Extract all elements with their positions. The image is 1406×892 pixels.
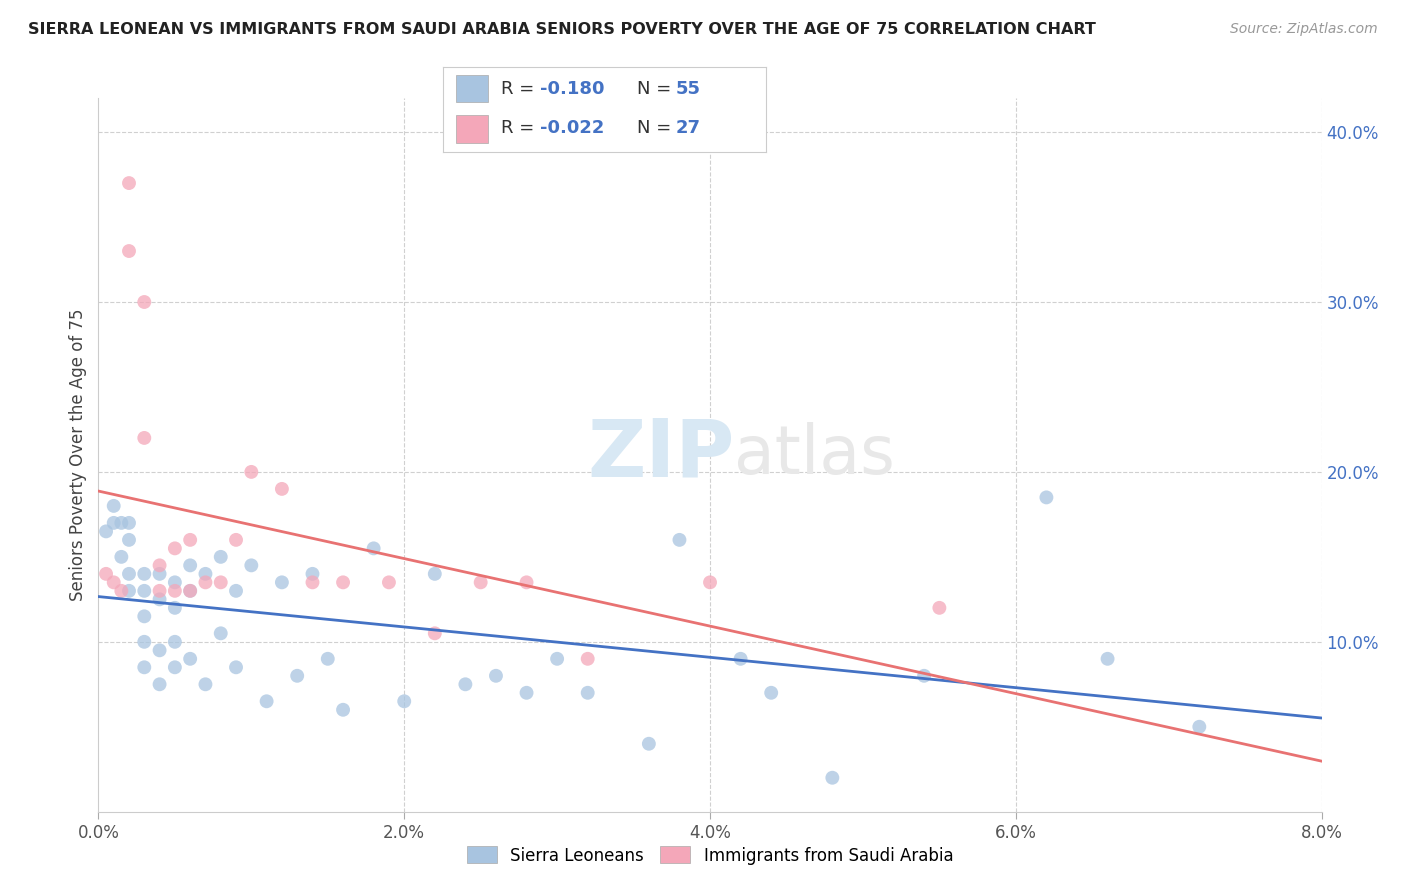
Point xyxy=(134,660,156,674)
Point xyxy=(118,176,141,190)
Point xyxy=(637,737,661,751)
Point xyxy=(332,703,354,717)
Point xyxy=(699,575,721,590)
Point xyxy=(179,558,201,573)
Point xyxy=(485,669,508,683)
Point xyxy=(179,583,201,598)
Point xyxy=(209,575,232,590)
Point xyxy=(134,566,156,581)
Point xyxy=(516,575,538,590)
Point xyxy=(821,771,844,785)
Point xyxy=(668,533,690,547)
Text: 27: 27 xyxy=(676,119,700,136)
Point xyxy=(209,626,232,640)
Point xyxy=(423,626,446,640)
Point xyxy=(301,575,323,590)
Point xyxy=(179,583,201,598)
Point xyxy=(194,575,217,590)
Point xyxy=(240,558,263,573)
Point xyxy=(194,677,217,691)
Point xyxy=(118,244,141,258)
Point xyxy=(103,516,125,530)
Text: 55: 55 xyxy=(676,80,700,98)
Point xyxy=(730,652,752,666)
Text: R =: R = xyxy=(501,80,540,98)
Point xyxy=(163,660,186,674)
Point xyxy=(134,583,156,598)
Point xyxy=(149,558,172,573)
Point xyxy=(225,660,247,674)
Point xyxy=(378,575,401,590)
Point xyxy=(163,541,186,556)
Point xyxy=(240,465,263,479)
Point xyxy=(576,652,599,666)
Point xyxy=(134,635,156,649)
Point xyxy=(194,566,217,581)
Point xyxy=(1035,491,1057,505)
Point xyxy=(516,686,538,700)
Point xyxy=(118,566,141,581)
Point xyxy=(134,295,156,310)
Point xyxy=(110,516,132,530)
Point xyxy=(103,499,125,513)
Text: ZIP: ZIP xyxy=(588,416,734,494)
Point xyxy=(118,583,141,598)
Point xyxy=(1188,720,1211,734)
Point xyxy=(209,549,232,564)
Point xyxy=(316,652,339,666)
Point xyxy=(225,533,247,547)
Point xyxy=(928,600,950,615)
Point xyxy=(110,549,132,564)
Point xyxy=(454,677,477,691)
Point xyxy=(256,694,278,708)
Point xyxy=(163,575,186,590)
Text: R =: R = xyxy=(501,119,540,136)
Point xyxy=(576,686,599,700)
Point xyxy=(270,575,294,590)
Point xyxy=(149,566,172,581)
Point xyxy=(149,592,172,607)
Point xyxy=(118,516,141,530)
Point xyxy=(285,669,308,683)
Point xyxy=(103,575,125,590)
Point xyxy=(546,652,568,666)
Point xyxy=(94,524,117,539)
Point xyxy=(332,575,354,590)
Text: SIERRA LEONEAN VS IMMIGRANTS FROM SAUDI ARABIA SENIORS POVERTY OVER THE AGE OF 7: SIERRA LEONEAN VS IMMIGRANTS FROM SAUDI … xyxy=(28,22,1097,37)
Point xyxy=(392,694,416,708)
Point xyxy=(149,677,172,691)
Point xyxy=(470,575,492,590)
Point xyxy=(225,583,247,598)
Text: atlas: atlas xyxy=(734,422,896,488)
Bar xyxy=(456,75,488,103)
Point xyxy=(179,533,201,547)
Point xyxy=(423,566,446,581)
Point xyxy=(912,669,935,683)
Point xyxy=(118,533,141,547)
Point xyxy=(301,566,323,581)
Legend: Sierra Leoneans, Immigrants from Saudi Arabia: Sierra Leoneans, Immigrants from Saudi A… xyxy=(460,839,960,871)
Point xyxy=(363,541,385,556)
Point xyxy=(179,652,201,666)
Point xyxy=(110,583,132,598)
Point xyxy=(149,643,172,657)
Point xyxy=(134,609,156,624)
Text: N =: N = xyxy=(637,80,676,98)
Point xyxy=(149,583,172,598)
Y-axis label: Seniors Poverty Over the Age of 75: Seniors Poverty Over the Age of 75 xyxy=(69,309,87,601)
Point xyxy=(759,686,782,700)
Text: -0.022: -0.022 xyxy=(540,119,605,136)
Point xyxy=(163,600,186,615)
Point xyxy=(163,583,186,598)
Text: -0.180: -0.180 xyxy=(540,80,605,98)
Point xyxy=(94,566,117,581)
Point xyxy=(163,635,186,649)
Bar xyxy=(456,115,488,143)
Point xyxy=(1097,652,1119,666)
Text: Source: ZipAtlas.com: Source: ZipAtlas.com xyxy=(1230,22,1378,37)
Point xyxy=(270,482,294,496)
Text: N =: N = xyxy=(637,119,676,136)
Point xyxy=(134,431,156,445)
